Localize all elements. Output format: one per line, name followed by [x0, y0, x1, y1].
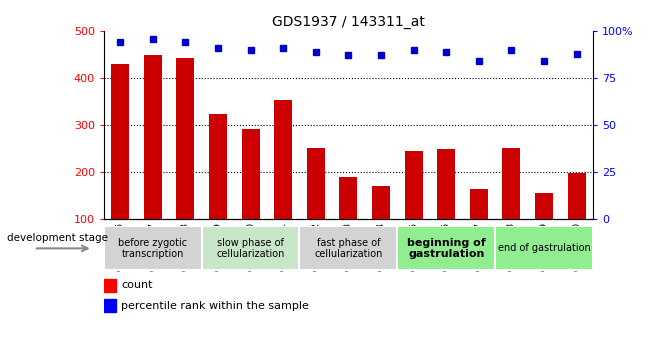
Bar — [470, 188, 488, 219]
Text: percentile rank within the sample: percentile rank within the sample — [121, 301, 310, 310]
Bar — [307, 148, 325, 219]
Text: end of gastrulation: end of gastrulation — [498, 244, 590, 253]
FancyBboxPatch shape — [299, 226, 397, 270]
Bar — [438, 149, 455, 219]
Bar — [372, 186, 390, 219]
Bar — [274, 100, 292, 219]
Title: GDS1937 / 143311_at: GDS1937 / 143311_at — [272, 14, 425, 29]
Bar — [242, 129, 259, 219]
FancyBboxPatch shape — [104, 226, 202, 270]
Text: fast phase of
cellularization: fast phase of cellularization — [314, 238, 383, 259]
Bar — [176, 58, 194, 219]
Text: beginning of
gastrulation: beginning of gastrulation — [407, 238, 486, 259]
Bar — [111, 64, 129, 219]
Bar — [405, 151, 423, 219]
Text: slow phase of
cellularization: slow phase of cellularization — [216, 238, 285, 259]
Bar — [104, 299, 116, 313]
Bar — [104, 279, 116, 292]
FancyBboxPatch shape — [397, 226, 495, 270]
Bar — [567, 174, 586, 219]
Text: before zygotic
transcription: before zygotic transcription — [118, 238, 188, 259]
FancyBboxPatch shape — [202, 226, 299, 270]
Text: count: count — [121, 280, 153, 290]
Bar — [209, 114, 227, 219]
FancyBboxPatch shape — [495, 226, 593, 270]
Bar — [144, 56, 161, 219]
Bar — [502, 148, 521, 219]
Bar — [535, 193, 553, 219]
Bar — [340, 177, 357, 219]
Text: development stage: development stage — [7, 233, 108, 243]
